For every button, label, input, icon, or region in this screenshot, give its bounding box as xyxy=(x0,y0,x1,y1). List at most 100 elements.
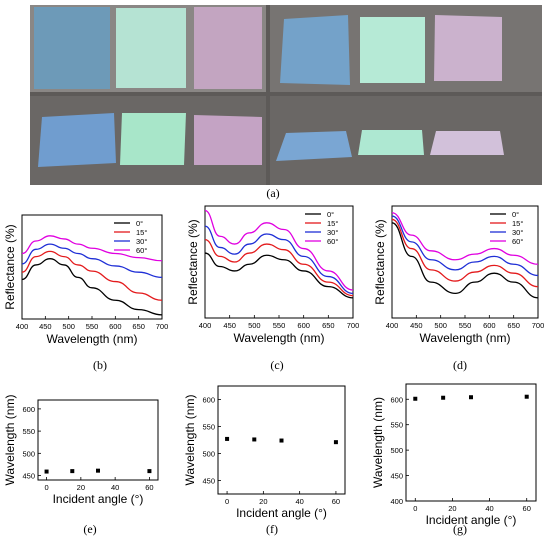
y-axis-label: Reflectance (%) xyxy=(186,219,200,304)
series-line-15° xyxy=(204,238,354,297)
x-tick-label: 550 xyxy=(459,321,472,330)
series-line-30° xyxy=(21,243,163,279)
data-point xyxy=(524,394,529,399)
y-axis-label: Wavelength (nm) xyxy=(183,395,197,486)
x-tick-label: 60 xyxy=(523,504,531,513)
green-sample xyxy=(358,130,424,155)
blue-sample xyxy=(34,7,110,89)
plot-frame xyxy=(217,385,346,495)
y-tick-label: 500 xyxy=(22,449,35,458)
y-axis-label: Reflectance (%) xyxy=(3,224,17,309)
chart-b-reflectance: 400 450 500 550 600 650 700 Wavelength (nm) Refl… xyxy=(3,214,168,346)
x-tick-label: 700 xyxy=(347,321,360,330)
plot-frame xyxy=(37,399,159,481)
data-point xyxy=(413,396,418,401)
caption-a: (a) xyxy=(266,186,280,200)
y-tick-label: 550 xyxy=(202,423,215,432)
sample-photo xyxy=(30,5,542,185)
x-axis-label: Incident angle (°) xyxy=(236,506,327,520)
data-point xyxy=(252,437,257,442)
y-tick-label: 500 xyxy=(202,450,215,459)
x-axis-label: Wavelength (nm) xyxy=(234,331,325,345)
series-line-15° xyxy=(21,250,163,301)
series-line-0° xyxy=(21,258,163,316)
x-axis-label: Wavelength (nm) xyxy=(47,332,138,346)
pink-sample xyxy=(430,131,504,155)
green-sample xyxy=(116,8,186,88)
data-point xyxy=(44,469,49,474)
x-tick-label: 600 xyxy=(483,321,496,330)
y-tick-label: 550 xyxy=(22,427,35,436)
series-line-60° xyxy=(391,212,539,265)
x-tick-label: 450 xyxy=(223,321,236,330)
green-sample xyxy=(120,113,186,165)
x-axis-label: Incident angle (°) xyxy=(426,513,517,527)
y-tick-label: 450 xyxy=(202,477,215,486)
caption-d: (d) xyxy=(453,358,467,372)
blue-sample xyxy=(38,113,116,167)
x-tick-label: 600 xyxy=(297,321,310,330)
legend-label: 60° xyxy=(327,237,338,246)
caption-e: (e) xyxy=(83,522,97,536)
x-tick-label: 550 xyxy=(86,322,99,331)
data-point xyxy=(333,440,338,445)
x-tick-label: 650 xyxy=(507,321,520,330)
chart-g-peak-wavelength: 0 20 40 60 400 450 500 550 600 Incident angle (°)… xyxy=(371,383,537,527)
data-point xyxy=(469,395,473,400)
y-tick-label: 450 xyxy=(22,472,35,481)
legend-label: 60° xyxy=(512,237,523,246)
x-axis-label: Wavelength (nm) xyxy=(420,331,511,345)
y-tick-label: 600 xyxy=(22,405,35,414)
series-line-15° xyxy=(391,218,539,288)
data-point xyxy=(147,469,152,474)
series-line-60° xyxy=(204,209,354,291)
x-tick-label: 400 xyxy=(16,322,29,331)
data-point xyxy=(441,395,446,400)
y-tick-label: 450 xyxy=(390,472,403,481)
chart-c-reflectance: 400 450 500 550 600 650 700 Wavelength (nm) Refl… xyxy=(186,205,360,345)
x-tick-label: 60 xyxy=(332,497,340,506)
caption-b: (b) xyxy=(93,358,107,372)
x-tick-label: 500 xyxy=(248,321,261,330)
x-tick-label: 40 xyxy=(111,483,119,492)
legend-label: 0° xyxy=(512,210,519,219)
x-tick-label: 40 xyxy=(485,504,493,513)
x-tick-label: 500 xyxy=(62,322,75,331)
plot-frame xyxy=(405,383,537,502)
chart-e-peak-wavelength: 0 20 40 60 450 500 550 600 Incident angle (°) Wav… xyxy=(3,395,159,506)
legend-label: 60° xyxy=(136,246,147,255)
y-axis-label: Reflectance (%) xyxy=(373,219,387,304)
series-line-30° xyxy=(204,225,354,295)
x-tick-label: 40 xyxy=(295,497,303,506)
series-line-0° xyxy=(391,222,539,299)
data-point xyxy=(70,469,75,474)
pink-sample xyxy=(194,7,262,89)
x-tick-label: 400 xyxy=(386,321,399,330)
y-axis-label: Wavelength (nm) xyxy=(371,397,385,488)
x-tick-label: 60 xyxy=(145,483,153,492)
caption-g: (g) xyxy=(453,522,467,536)
legend-label: 15° xyxy=(327,219,338,228)
x-tick-label: 20 xyxy=(259,497,267,506)
y-tick-label: 600 xyxy=(390,395,403,404)
x-tick-label: 500 xyxy=(434,321,447,330)
caption-c: (c) xyxy=(270,358,284,372)
y-tick-label: 500 xyxy=(390,446,403,455)
legend-label: 30° xyxy=(327,228,338,237)
chart-f-peak-wavelength: 0 20 40 60 450 500 550 600 Incident angle (°) Wav… xyxy=(183,385,346,520)
x-tick-label: 20 xyxy=(448,504,456,513)
x-tick-label: 450 xyxy=(410,321,423,330)
green-sample xyxy=(360,17,425,83)
y-tick-label: 400 xyxy=(390,497,403,506)
pink-sample xyxy=(194,115,262,165)
x-axis-label: Incident angle (°) xyxy=(53,492,144,506)
pink-sample xyxy=(434,15,502,81)
x-tick-label: 450 xyxy=(39,322,52,331)
x-tick-label: 600 xyxy=(109,322,122,331)
x-tick-label: 700 xyxy=(532,321,545,330)
x-tick-label: 0 xyxy=(413,504,417,513)
y-tick-label: 550 xyxy=(390,421,403,430)
caption-f: (f) xyxy=(266,522,278,536)
series-line-30° xyxy=(391,215,539,277)
legend-label: 0° xyxy=(327,210,334,219)
